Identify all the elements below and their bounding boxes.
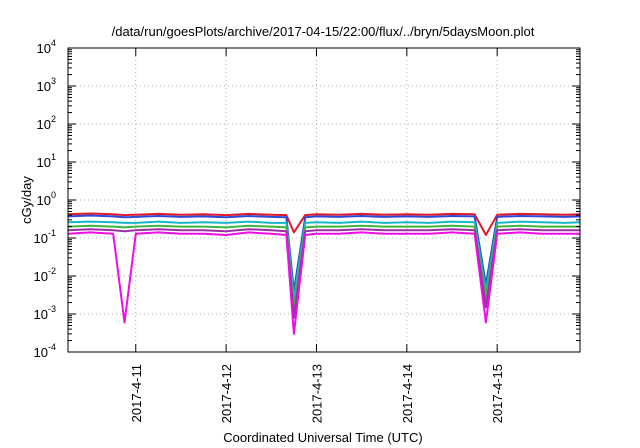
- y-tick-label: 10-2: [34, 266, 56, 284]
- x-ticks: 2017-4-11 2017-4-12 2017-4-13 2017-4-14 2017…: [129, 48, 505, 423]
- series-lines: [67, 212, 581, 335]
- y-tick-label: 104: [37, 38, 56, 56]
- x-tick-label: 2017-4-11: [129, 364, 144, 422]
- y-tick-label: 102: [37, 114, 56, 132]
- y-tick-label: 103: [37, 76, 56, 94]
- y-tick-label: 10-3: [34, 304, 56, 322]
- chart-title: /data/run/goesPlots/archive/2017-04-15/2…: [112, 24, 535, 39]
- y-tick-label: 10-1: [34, 228, 56, 246]
- series-line-2: [67, 214, 581, 293]
- y-tick-label: 10-4: [34, 342, 56, 360]
- y-ticks: 10-4 10-3 10-2 10-1 100 101 102 103 104: [34, 38, 580, 360]
- y-tick-label: 101: [37, 152, 56, 170]
- series-line-1: [67, 212, 581, 236]
- x-tick-label: 2017-4-13: [309, 364, 324, 423]
- x-tick-label: 2017-4-14: [400, 364, 415, 423]
- y-axis-label: cGy/day: [19, 176, 34, 224]
- x-axis-label: Coordinated Universal Time (UTC): [223, 430, 422, 445]
- series-line-6: [67, 231, 580, 335]
- grid: [68, 47, 580, 353]
- x-tick-label: 2017-4-12: [219, 364, 234, 423]
- y-tick-label: 100: [37, 190, 56, 208]
- series-line-5: [67, 228, 580, 319]
- x-tick-label: 2017-4-15: [490, 364, 505, 423]
